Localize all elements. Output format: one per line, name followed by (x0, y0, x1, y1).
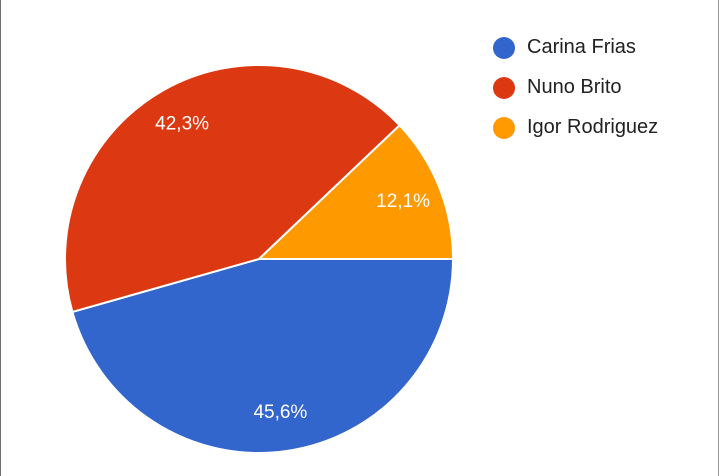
chart-legend: Carina Frias Nuno Brito Igor Rodriguez (493, 32, 658, 143)
data-label-carina-frias: 45,6% (253, 402, 307, 423)
data-label-igor-rodriguez: 12,1% (376, 191, 430, 212)
pie-slices (64, 64, 454, 454)
legend-label: Nuno Brito (527, 76, 622, 98)
legend-swatch-red (493, 76, 515, 99)
legend-item-nuno-brito[interactable]: Nuno Brito (493, 72, 658, 103)
pie-slice-carina-frias[interactable] (71, 258, 454, 454)
pie-slice-igor-rodriguez[interactable] (258, 124, 454, 260)
legend-label: Igor Rodriguez (527, 116, 659, 138)
pie-slice-nuno-brito[interactable] (64, 64, 401, 313)
pie-data-labels: 45,6% 42,3% 12,1% (155, 114, 430, 424)
legend-label: Carina Frias (527, 36, 636, 58)
legend-swatch-orange (493, 116, 515, 139)
data-label-nuno-brito: 42,3% (155, 114, 209, 135)
legend-swatch-blue (493, 36, 515, 59)
legend-item-igor-rodriguez[interactable]: Igor Rodriguez (493, 112, 658, 143)
legend-item-carina-frias[interactable]: Carina Frias (493, 32, 658, 63)
